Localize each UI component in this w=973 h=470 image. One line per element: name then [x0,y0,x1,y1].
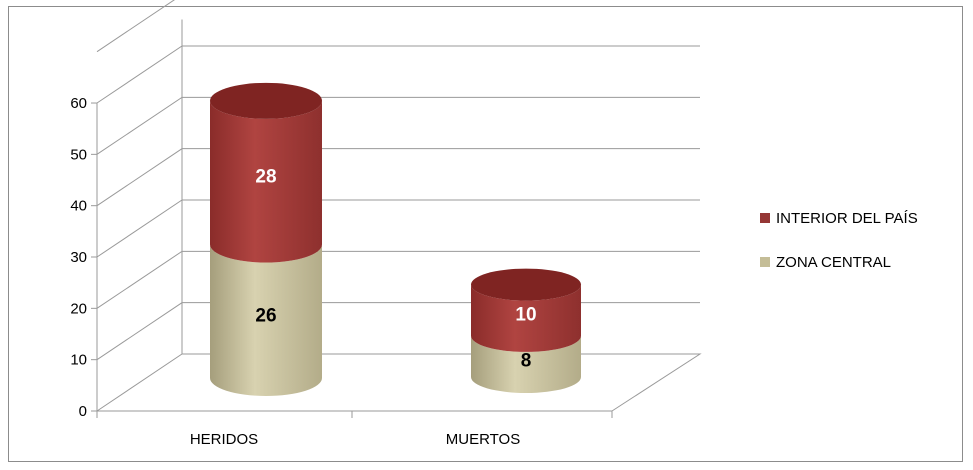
bar-zona-central-muertos [471,335,581,393]
bar-interior-del-pa-s-heridos [210,100,323,263]
data-label: 28 [255,167,276,188]
y-tick-label: 30 [70,249,87,266]
x-category-label: HERIDOS [190,431,258,448]
x-category-label: MUERTOS [446,431,520,448]
gridline [96,45,700,104]
gridline [96,96,700,155]
chart-walls [96,19,702,412]
y-tick-label: 40 [70,198,87,215]
bar-interior-del-pa-s-muertos [471,284,581,352]
data-labels: 26 28 8 10 [255,167,536,372]
y-tick-label: 20 [70,300,87,317]
legend-swatch-interior [760,213,770,223]
legend-label-interior: INTERIOR DEL PAÍS [776,210,918,227]
gridline [96,0,175,53]
y-axis-ticks: 0 10 20 30 40 50 60 [70,95,97,420]
legend-label-zona-central: ZONA CENTRAL [776,254,891,271]
legend-swatch-zona-central [760,257,770,267]
data-label: 10 [515,304,536,325]
x-axis-categories: HERIDOS MUERTOS [96,411,613,448]
y-tick-label: 50 [70,146,87,163]
gridlines [96,0,700,361]
bar-zona-central-heridos [210,244,323,396]
gridline [96,250,700,309]
bar-top-cap [210,82,322,119]
y-tick-label: 0 [79,403,87,420]
floor-outline [96,353,702,412]
gridline [96,302,700,361]
gridline [96,148,700,207]
bars [210,82,581,396]
bar-top-cap [471,268,581,301]
legend: INTERIOR DEL PAÍS ZONA CENTRAL [760,210,918,271]
data-label: 8 [521,350,532,371]
y-tick-label: 60 [70,95,87,112]
y-tick-label: 10 [70,352,87,369]
gridline [96,199,700,258]
data-label: 26 [255,305,276,326]
